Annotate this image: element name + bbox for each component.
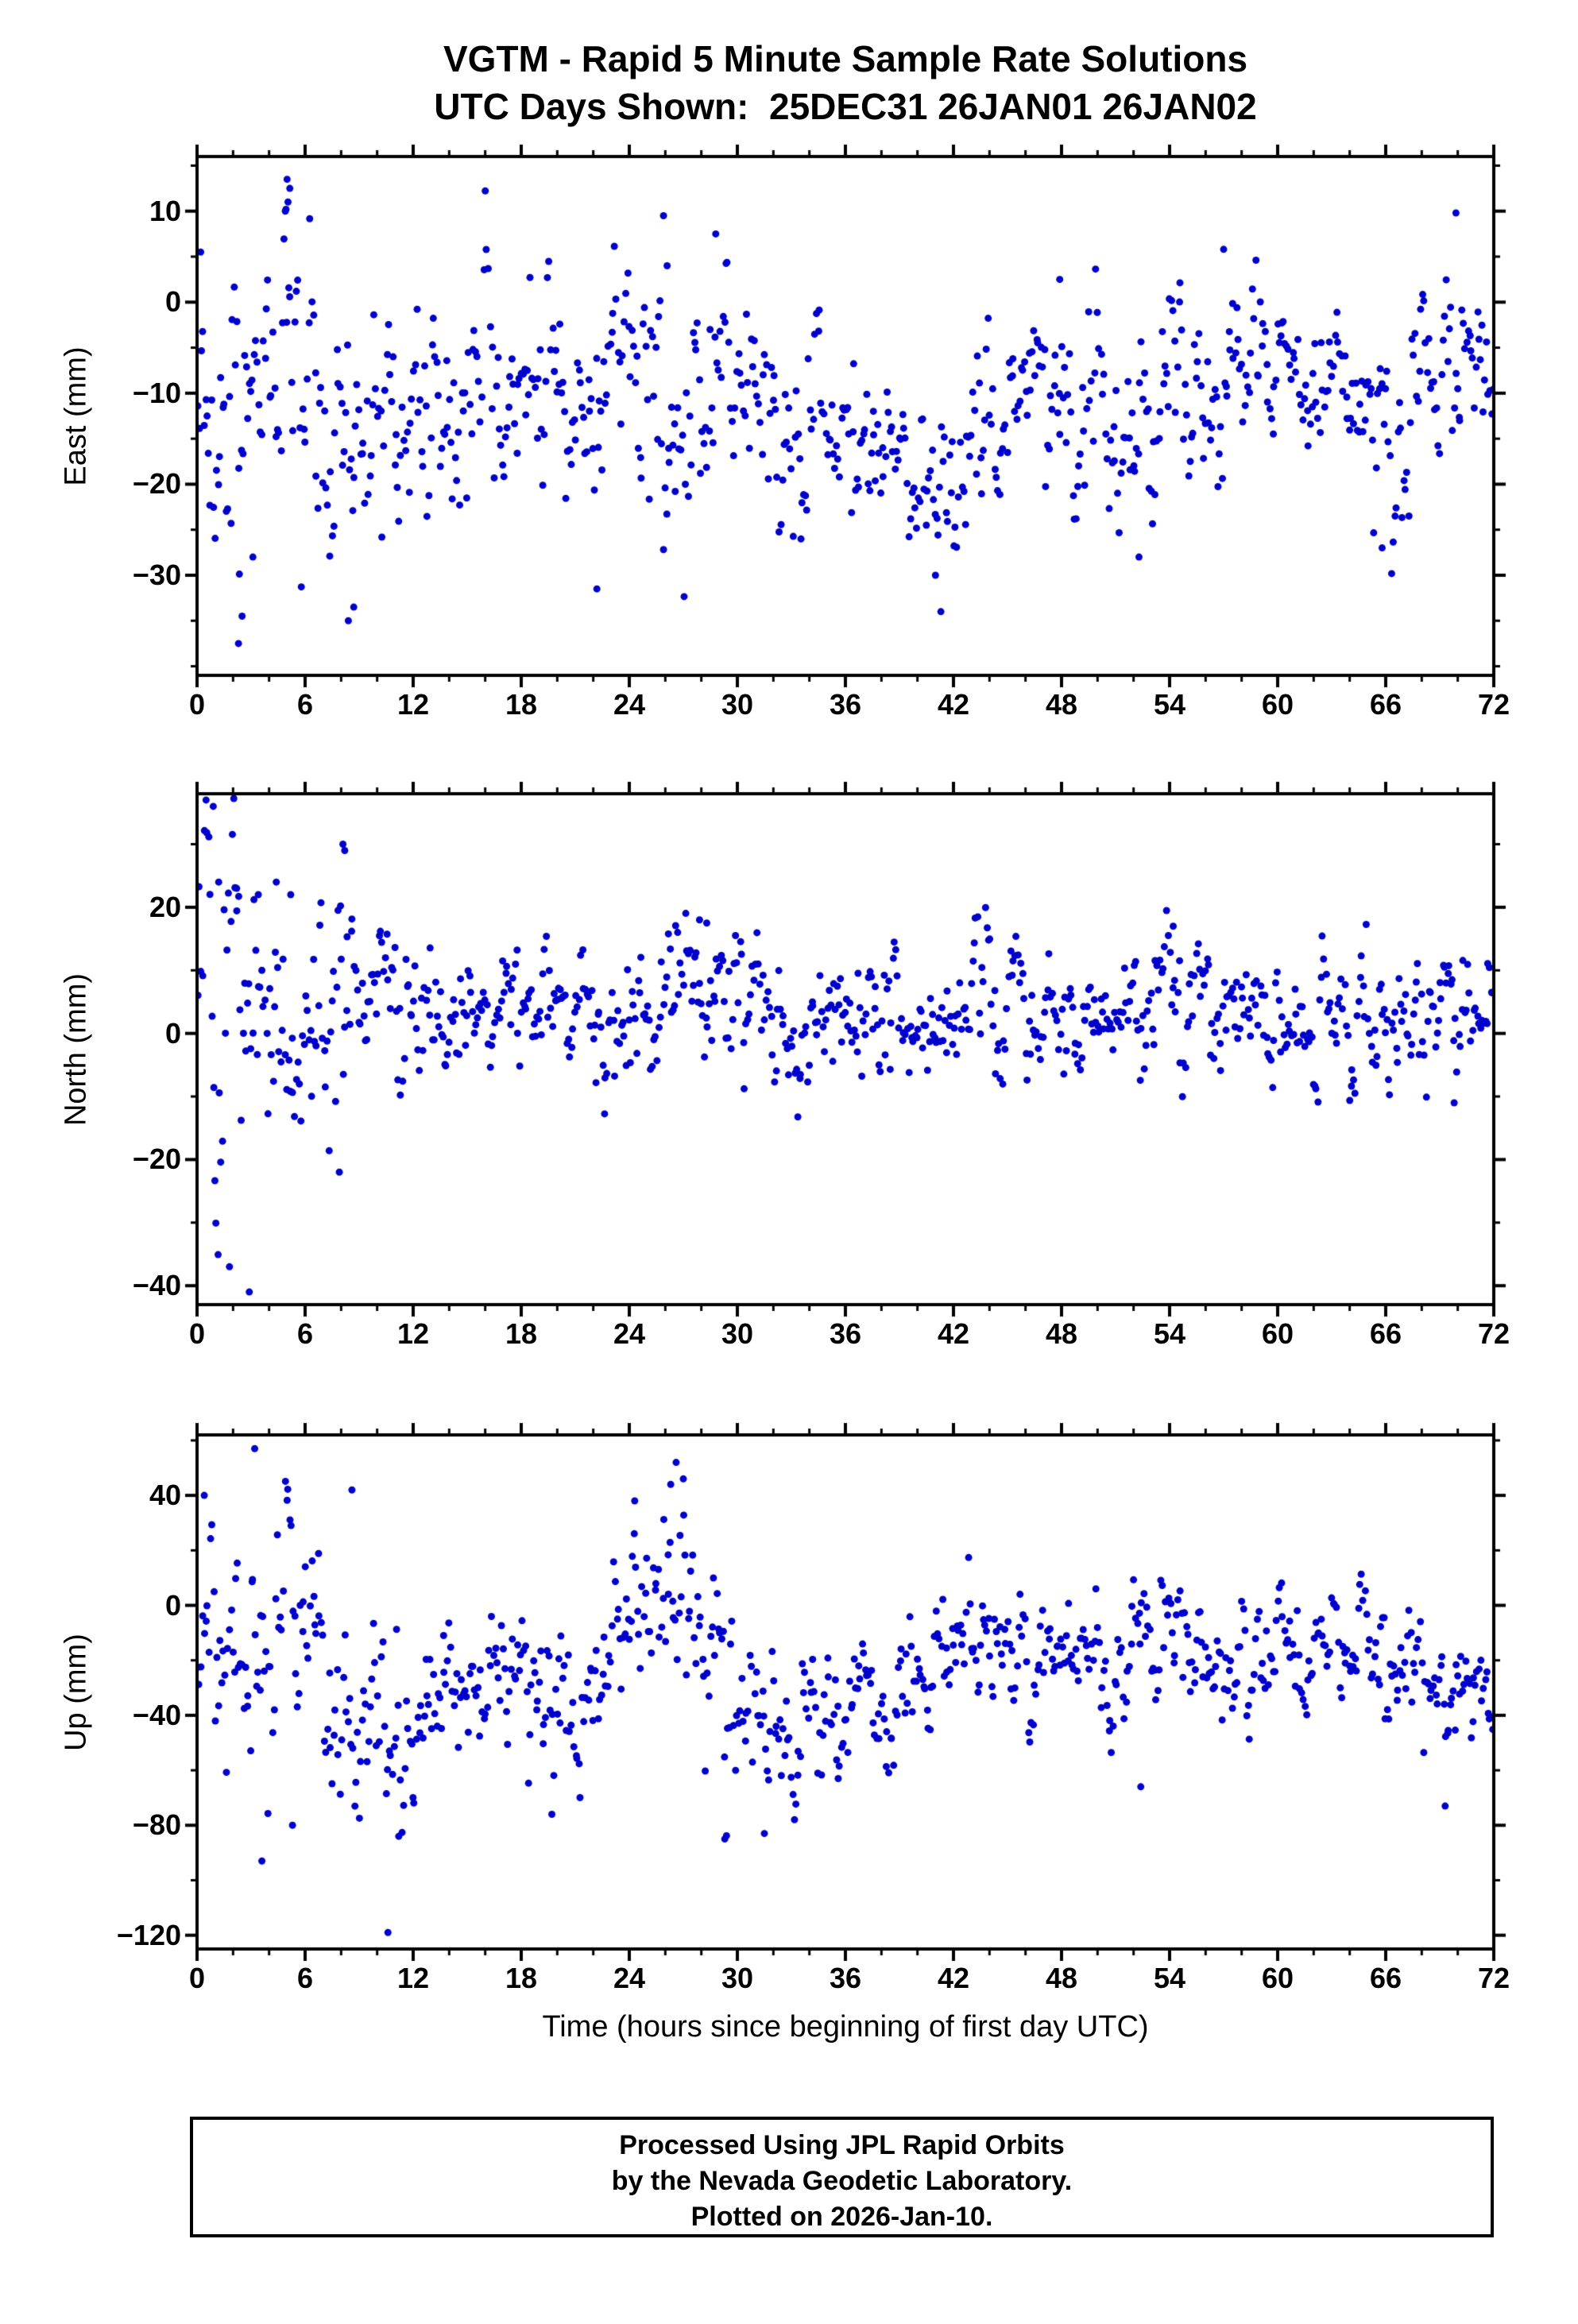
x-tick-label: 12 <box>396 1317 430 1350</box>
x-tick-label: 6 <box>296 1962 314 1994</box>
x-tick-label: 48 <box>1045 1962 1078 1994</box>
footer-caption-box: Processed Using JPL Rapid Orbits by the … <box>190 2117 1494 2237</box>
y-axis-label-up: Up (mm) <box>59 1633 93 1751</box>
y-tick-label: −10 <box>132 376 181 409</box>
x-tick-label: 66 <box>1369 1962 1402 1994</box>
y-tick-label: 40 <box>149 1479 181 1512</box>
x-tick-label: 18 <box>505 1317 538 1350</box>
x-tick-label: 12 <box>396 688 430 721</box>
chart-title: VGTM - Rapid 5 Minute Sample Rate Soluti… <box>443 38 1248 79</box>
x-tick-label: 24 <box>613 1317 646 1350</box>
scatter-plot-up <box>162 1400 1529 1984</box>
x-tick-label: 24 <box>613 688 646 721</box>
x-tick-label: 6 <box>296 688 314 721</box>
x-tick-label: 0 <box>188 1317 206 1350</box>
x-tick-label: 72 <box>1477 1317 1510 1350</box>
x-tick-label: 30 <box>721 1962 754 1994</box>
y-tick-label: 0 <box>164 1588 181 1622</box>
x-tick-label: 18 <box>505 688 538 721</box>
x-tick-label: 42 <box>937 1317 970 1350</box>
x-tick-label: 30 <box>721 1317 754 1350</box>
x-tick-label: 6 <box>296 1317 314 1350</box>
x-tick-label: 72 <box>1477 688 1510 721</box>
x-tick-label: 42 <box>937 1962 970 1994</box>
x-tick-label: 12 <box>396 1962 430 1994</box>
y-tick-label: −40 <box>132 1269 181 1302</box>
x-tick-label: 42 <box>937 688 970 721</box>
x-tick-label: 66 <box>1369 688 1402 721</box>
x-axis-label: Time (hours since beginning of first day… <box>542 2010 1149 2044</box>
x-tick-label: 18 <box>505 1962 538 1994</box>
y-tick-label: −30 <box>132 558 181 591</box>
scatter-plot-north <box>162 759 1529 1340</box>
x-tick-label: 36 <box>829 1317 862 1350</box>
y-tick-label: −20 <box>132 1143 181 1176</box>
x-tick-label: 54 <box>1153 688 1186 721</box>
y-tick-label: 20 <box>149 890 181 923</box>
x-tick-label: 48 <box>1045 1317 1078 1350</box>
chart-subtitle: UTC Days Shown: 25DEC31 26JAN01 26JAN02 <box>434 86 1257 127</box>
x-tick-label: 24 <box>613 1962 646 1994</box>
y-tick-label: −20 <box>132 467 181 501</box>
x-tick-label: 36 <box>829 1962 862 1994</box>
footer-line-2: by the Nevada Geodetic Laboratory. <box>611 2166 1073 2196</box>
x-tick-label: 72 <box>1477 1962 1510 1994</box>
x-tick-label: 30 <box>721 688 754 721</box>
x-tick-label: 60 <box>1261 1317 1294 1350</box>
scatter-plot-east <box>162 122 1529 710</box>
y-axis-label-east: East (mm) <box>59 346 93 486</box>
y-tick-label: 0 <box>164 285 181 319</box>
x-tick-label: 54 <box>1153 1317 1186 1350</box>
title-block: VGTM - Rapid 5 Minute Sample Rate Soluti… <box>197 35 1494 130</box>
x-tick-label: 0 <box>188 688 206 721</box>
footer-line-3: Plotted on 2026-Jan-10. <box>690 2202 993 2232</box>
y-tick-label: 0 <box>164 1016 181 1050</box>
footer-line-1: Processed Using JPL Rapid Orbits <box>619 2130 1065 2160</box>
y-tick-label: −120 <box>116 1918 181 1951</box>
x-tick-label: 0 <box>188 1962 206 1994</box>
x-tick-label: 66 <box>1369 1317 1402 1350</box>
y-tick-label: −40 <box>132 1698 181 1731</box>
y-tick-label: −80 <box>132 1808 181 1842</box>
x-tick-label: 60 <box>1261 1962 1294 1994</box>
x-tick-label: 36 <box>829 688 862 721</box>
x-tick-label: 48 <box>1045 688 1078 721</box>
y-tick-label: 10 <box>149 194 181 227</box>
x-tick-label: 60 <box>1261 688 1294 721</box>
x-tick-label: 54 <box>1153 1962 1186 1994</box>
